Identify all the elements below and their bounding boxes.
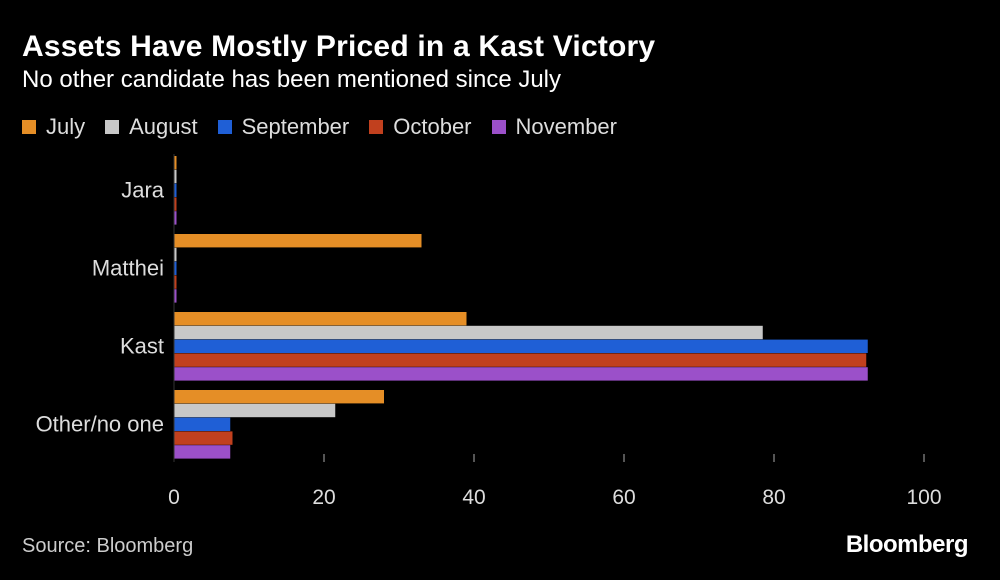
legend-label: October	[393, 114, 472, 139]
x-tick-label: 0	[168, 486, 180, 509]
bar-other-no-one-august	[174, 403, 336, 418]
legend-swatch	[217, 120, 232, 134]
legend-item-july: July	[22, 114, 85, 140]
legend-item-october: October	[369, 114, 472, 140]
category-label: Kast	[120, 334, 164, 359]
category-label: Matthei	[92, 256, 164, 281]
bar-other-no-one-october	[174, 431, 233, 445]
bloomberg-logo: Bloomberg	[845, 531, 969, 558]
legend-swatch	[369, 120, 384, 134]
bar-other-no-one-july	[174, 390, 384, 404]
chart-subtitle: No other candidate has been mentioned si…	[22, 66, 562, 93]
bar-matthei-july	[174, 234, 422, 248]
bar-kast-september	[174, 339, 868, 353]
chart-title: Assets Have Mostly Priced in a Kast Vict…	[22, 30, 656, 63]
legend-swatch	[22, 120, 36, 134]
bar-jara-october	[174, 197, 177, 211]
legend-label: September	[241, 114, 350, 139]
bar-other-no-one-september	[174, 417, 231, 431]
legend-label: August	[129, 114, 198, 139]
legend-swatch	[491, 120, 506, 134]
chart-legend: July August September October November	[22, 114, 617, 140]
category-label: Other/no one	[36, 412, 164, 437]
legend-item-november: November	[491, 114, 617, 140]
x-tick-label: 60	[612, 486, 635, 509]
legend-label: July	[46, 114, 86, 139]
source-note: Source: Bloomberg	[22, 535, 194, 557]
bar-matthei-september	[174, 261, 177, 275]
bar-matthei-august	[174, 247, 177, 262]
legend-swatch	[105, 120, 120, 134]
bar-kast-august	[174, 325, 763, 340]
x-tick-label: 40	[462, 486, 485, 509]
x-tick-label: 100	[906, 486, 941, 509]
bar-kast-november	[174, 367, 868, 381]
legend-label: November	[515, 114, 617, 139]
category-label: Jara	[121, 178, 165, 203]
legend-item-august: August	[105, 114, 198, 140]
bar-jara-november	[174, 211, 177, 225]
bar-jara-august	[174, 169, 177, 184]
bar-kast-october	[174, 353, 867, 367]
bar-matthei-october	[174, 275, 177, 289]
x-tick-label: 80	[762, 486, 785, 509]
x-tick-label: 20	[312, 486, 335, 509]
bar-other-no-one-november	[174, 445, 231, 459]
bar-jara-september	[174, 183, 177, 197]
bar-kast-july	[174, 312, 467, 326]
bar-matthei-november	[174, 289, 177, 303]
bar-jara-july	[174, 156, 177, 170]
legend-item-september: September	[217, 114, 350, 140]
